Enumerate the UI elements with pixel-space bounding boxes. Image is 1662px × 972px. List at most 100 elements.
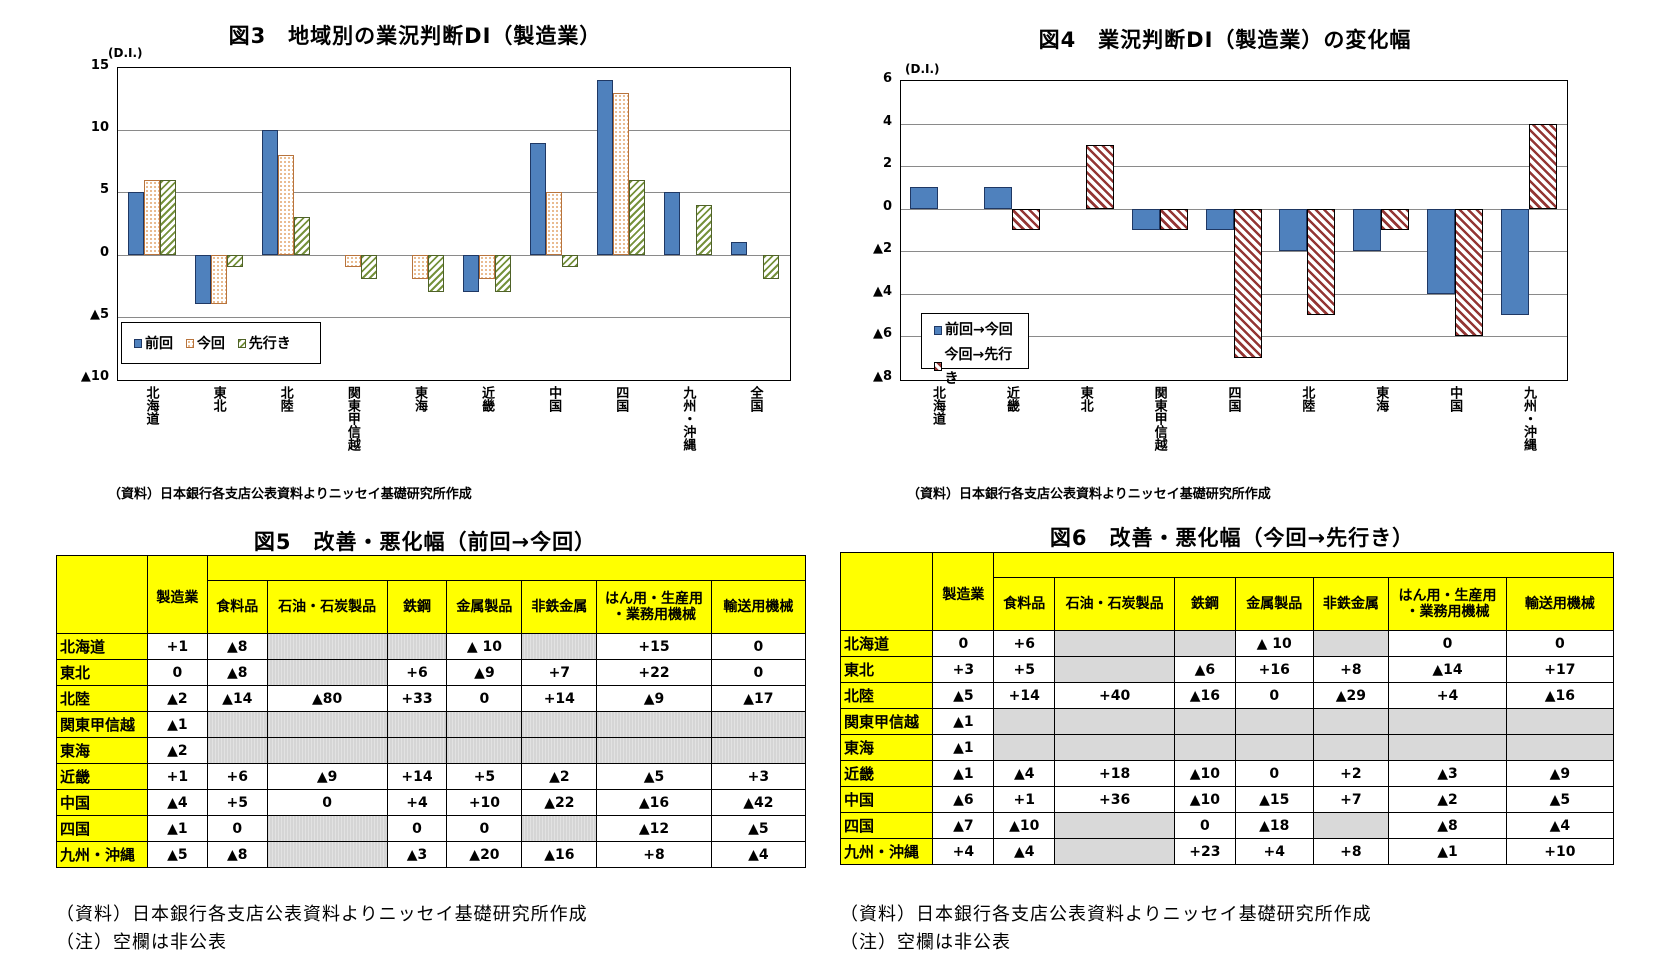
header-mfg: 製造業 xyxy=(932,552,995,631)
value-cell: ▲20 xyxy=(446,841,523,868)
column-header-line: 金属製品 xyxy=(1246,596,1303,612)
value-cell: +15 xyxy=(596,633,712,660)
value-cell: +3 xyxy=(932,656,995,683)
bar-now-to-future xyxy=(1307,208,1336,316)
header-row: 食料品 石油・石炭製品 鉄鋼 金属製品 非鉄金属 はん用・生産用 ・業務用機械 輸送用機械 xyxy=(57,580,807,634)
bar-now-to-future xyxy=(1455,208,1484,337)
fig3-source: （資料）日本銀行各支店公表資料よりニッセイ基礎研究所作成 xyxy=(108,487,472,502)
value-cell: ▲4 xyxy=(993,760,1056,787)
column-header: はん用・生産用 ・業務用機械 xyxy=(1388,577,1507,631)
blank-cell xyxy=(1312,708,1390,735)
value-cell: ▲5 xyxy=(1505,786,1615,813)
value-cell: ▲5 xyxy=(146,841,208,868)
value-cell: ▲15 xyxy=(1234,786,1314,813)
blank-cell xyxy=(266,815,388,842)
x-category-label: 全国 xyxy=(747,386,763,412)
gridline xyxy=(118,192,790,194)
y-tick-label: 0 xyxy=(882,198,892,214)
blank-cell xyxy=(1312,734,1390,761)
legend-label: 今回→先行き xyxy=(944,346,1013,387)
gridline xyxy=(118,130,790,132)
y-tick-label: 15 xyxy=(90,58,109,73)
column-header: 輸送用機械 xyxy=(1505,577,1615,631)
value-cell: ▲7 xyxy=(932,812,995,839)
column-header: 非鉄金属 xyxy=(521,580,598,634)
row-header: 北陸 xyxy=(56,685,148,712)
gridline xyxy=(118,254,790,256)
column-header-line: 輸送用機械 xyxy=(1524,596,1595,612)
gridline xyxy=(901,166,1567,168)
header-band xyxy=(206,555,807,581)
blank-cell xyxy=(521,815,598,842)
row-header: 四国 xyxy=(839,812,934,839)
x-category-label: 中国 xyxy=(546,386,562,412)
value-cell: ▲9 xyxy=(1505,760,1615,787)
row-header: 関東甲信越 xyxy=(839,708,934,735)
blank-cell xyxy=(206,711,268,738)
value-cell: ▲14 xyxy=(1388,656,1507,683)
bar-now xyxy=(411,254,428,280)
y-tick-label: 5 xyxy=(99,182,109,198)
value-cell: +4 xyxy=(1388,682,1507,709)
table-row: 東海 ▲2 xyxy=(56,737,807,764)
value-cell: +17 xyxy=(1505,656,1615,683)
value-cell: ▲8 xyxy=(206,633,268,660)
blank-cell xyxy=(993,708,1056,735)
value-cell: +2 xyxy=(1312,760,1390,787)
value-cell: ▲3 xyxy=(1388,760,1507,787)
bar-now xyxy=(143,179,160,255)
column-header: 鉄鋼 xyxy=(386,580,448,634)
value-cell: +16 xyxy=(1234,656,1314,683)
table-row: 北陸 ▲2 ▲14 ▲80 +33 0 +14 ▲9 ▲17 xyxy=(56,685,807,712)
value-cell: ▲12 xyxy=(596,815,712,842)
bar-prev xyxy=(127,192,144,255)
value-cell: 0 xyxy=(710,659,807,686)
value-cell: +7 xyxy=(521,659,598,686)
header-corner xyxy=(56,555,148,634)
x-category-label: 中国 xyxy=(1447,386,1463,412)
row-header: 九州・沖縄 xyxy=(56,841,148,868)
fig3-legend: 前回 今回 先行き xyxy=(121,322,321,364)
bar-future xyxy=(226,254,243,268)
value-cell: ▲6 xyxy=(1173,656,1236,683)
value-cell: +36 xyxy=(1054,786,1175,813)
value-cell: +14 xyxy=(386,763,448,790)
value-cell: ▲6 xyxy=(932,786,995,813)
bar-future xyxy=(360,254,377,280)
legend-item-future: 先行き xyxy=(237,333,291,353)
value-cell: +33 xyxy=(386,685,448,712)
fig4-source: （資料）日本銀行各支店公表資料よりニッセイ基礎研究所作成 xyxy=(907,487,1271,502)
legend-label: 先行き xyxy=(248,336,291,352)
x-category-label: 北海道 xyxy=(143,386,159,425)
value-cell: ▲16 xyxy=(521,841,598,868)
column-header-line: 食料品 xyxy=(1003,596,1046,612)
value-cell: ▲2 xyxy=(146,685,208,712)
value-cell: +8 xyxy=(1312,656,1390,683)
bar-future xyxy=(159,179,176,255)
legend-swatch-prev xyxy=(134,338,142,348)
y-tick-label: 0 xyxy=(99,244,109,260)
value-cell: +4 xyxy=(1234,838,1314,865)
header-row: 製造業 xyxy=(56,555,807,634)
x-category-label: 四国 xyxy=(1225,386,1241,412)
value-cell: ▲8 xyxy=(1388,812,1507,839)
bar-prev xyxy=(597,80,614,255)
column-header-line: 石油・石炭製品 xyxy=(278,599,377,615)
column-header: 非鉄金属 xyxy=(1312,577,1390,631)
x-category-label: 近畿 xyxy=(479,386,495,412)
blank-cell xyxy=(1054,838,1175,865)
column-header-line: 非鉄金属 xyxy=(531,599,588,615)
table-row: 中国 ▲4 +5 0 +4 +10 ▲22 ▲16 ▲42 xyxy=(56,789,807,816)
legend-label: 前回 xyxy=(145,336,173,352)
bar-now-to-future xyxy=(1529,123,1558,209)
blank-cell xyxy=(521,737,598,764)
bar-future xyxy=(696,204,713,255)
bar-future xyxy=(629,179,646,255)
row-header: 東北 xyxy=(839,656,934,683)
legend-label: 今回 xyxy=(196,336,225,352)
table-row: 北陸 ▲5 +14 +40 ▲16 0 ▲29 +4 ▲16 xyxy=(839,682,1615,709)
value-cell: ▲16 xyxy=(596,789,712,816)
y-tick-label: ▲8 xyxy=(872,369,892,384)
row-header: 関東甲信越 xyxy=(56,711,148,738)
y-tick-label: ▲4 xyxy=(872,283,892,299)
